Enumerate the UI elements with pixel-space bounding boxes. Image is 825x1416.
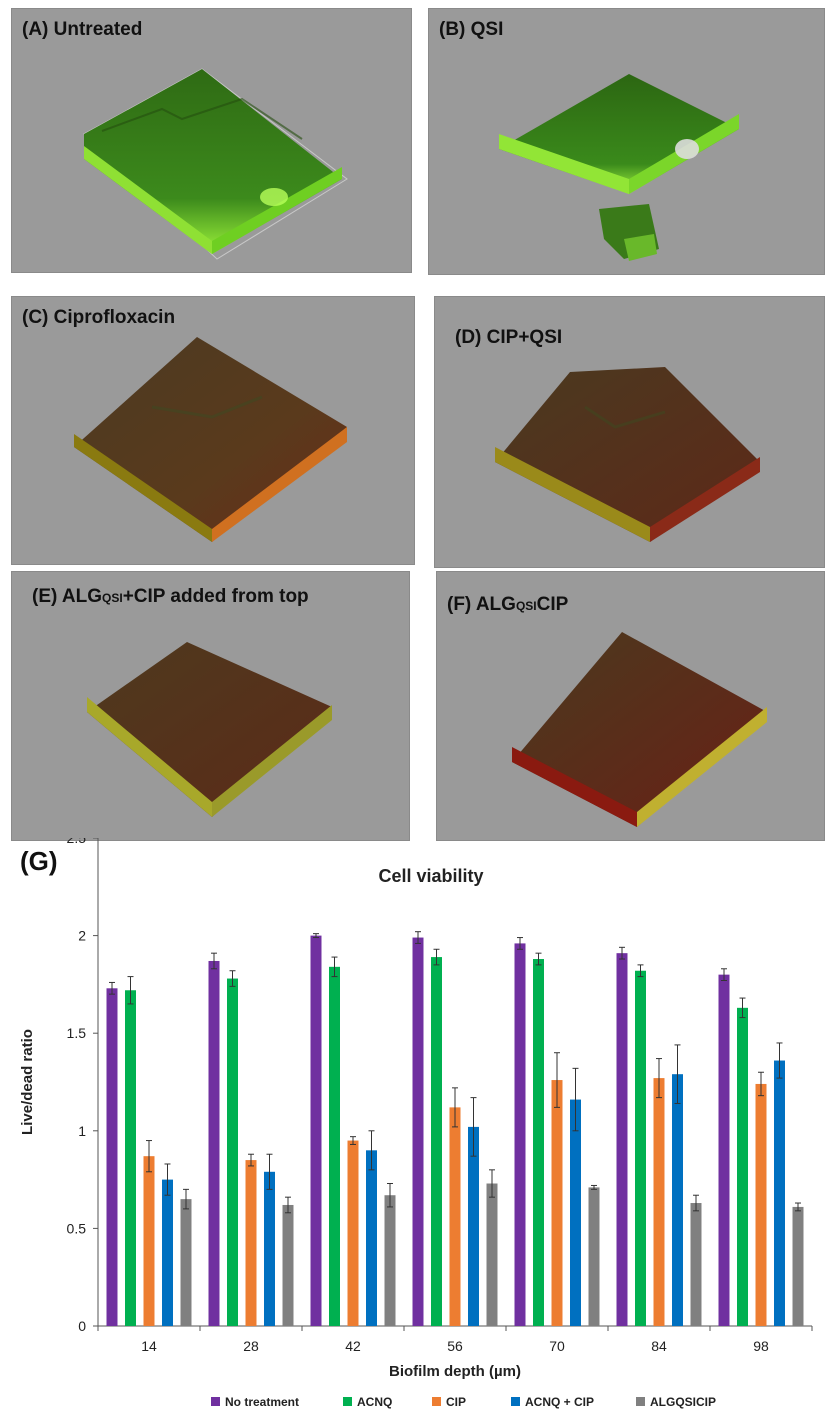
legend-label: ACNQ + CIP bbox=[525, 1395, 594, 1409]
panel-c-render bbox=[74, 337, 347, 542]
panel-d-render bbox=[495, 367, 760, 542]
panel-a-render bbox=[83, 68, 348, 260]
panel-e-label-main: (E) ALG bbox=[32, 586, 103, 607]
bar bbox=[737, 1007, 748, 1326]
cell-viability-chart: Cell viability 0 0.5 1 1.5 2 2.5 Live/dead rati… bbox=[19, 838, 813, 1409]
bar bbox=[347, 1140, 359, 1326]
bar bbox=[468, 1126, 479, 1326]
panel-c-image: (C) Ciprofloxacin bbox=[11, 296, 415, 565]
bar bbox=[486, 1183, 498, 1326]
bar bbox=[143, 1156, 155, 1326]
panel-d-label: (D) CIP+QSI bbox=[455, 327, 563, 348]
x-tick-label: 56 bbox=[447, 1338, 463, 1354]
bar bbox=[533, 959, 544, 1326]
panel-e-label: (E) ALGQSI+CIP added from top bbox=[32, 586, 309, 608]
bar bbox=[570, 1099, 581, 1326]
legend-swatch bbox=[432, 1397, 441, 1406]
bar bbox=[162, 1179, 173, 1326]
panel-f-label: (F) ALGQSICIP bbox=[447, 594, 568, 616]
y-tick-label: 2.5 bbox=[67, 838, 87, 846]
x-tick-label: 28 bbox=[243, 1338, 259, 1354]
bar bbox=[653, 1078, 665, 1326]
y-tick-label: 2 bbox=[78, 928, 86, 944]
y-tick-label: 1 bbox=[78, 1123, 86, 1139]
panel-c-label: (C) Ciprofloxacin bbox=[22, 307, 176, 328]
bar bbox=[310, 935, 322, 1326]
bar bbox=[282, 1204, 294, 1326]
bar bbox=[755, 1083, 767, 1326]
legend-label: ACNQ bbox=[357, 1395, 392, 1409]
bar bbox=[106, 988, 118, 1326]
y-tick-label: 0 bbox=[78, 1318, 86, 1334]
legend-label: No treatment bbox=[225, 1395, 299, 1409]
x-tick-label: 84 bbox=[651, 1338, 667, 1354]
bar bbox=[412, 937, 424, 1326]
panel-e-render bbox=[87, 642, 332, 817]
panel-f-render bbox=[512, 632, 767, 827]
bar bbox=[431, 957, 442, 1326]
bar bbox=[588, 1187, 600, 1326]
panel-b-label: (B) QSI bbox=[439, 19, 504, 40]
panel-d-image: (D) CIP+QSI bbox=[434, 296, 825, 568]
bar bbox=[264, 1171, 275, 1326]
bar bbox=[245, 1160, 257, 1326]
legend-label: ALGQSICIP bbox=[650, 1395, 716, 1409]
x-axis-label: Biofilm depth (µm) bbox=[389, 1363, 521, 1380]
panel-f-label-sub: QSI bbox=[515, 599, 537, 613]
panel-f-label-main: (F) ALG bbox=[447, 594, 516, 615]
panel-a-image: (A) Untreated bbox=[11, 8, 412, 273]
panel-f-image: (F) ALGQSICIP bbox=[436, 571, 825, 841]
bar bbox=[227, 978, 238, 1326]
legend-swatch bbox=[211, 1397, 220, 1406]
legend-swatch bbox=[636, 1397, 645, 1406]
legend-swatch bbox=[511, 1397, 520, 1406]
panel-e-label-sub: QSI bbox=[102, 591, 123, 605]
bar bbox=[449, 1107, 461, 1326]
chart-title: Cell viability bbox=[378, 866, 483, 886]
panel-a-label: (A) Untreated bbox=[22, 19, 143, 40]
bar bbox=[180, 1199, 192, 1326]
y-axis-label: Live/dead ratio bbox=[19, 1029, 36, 1135]
bar bbox=[792, 1206, 804, 1326]
y-tick-label: 0.5 bbox=[67, 1220, 87, 1236]
bar bbox=[616, 953, 628, 1326]
bar bbox=[690, 1203, 702, 1326]
bar bbox=[384, 1195, 396, 1326]
bar bbox=[329, 966, 340, 1326]
panel-b-image: (B) QSI bbox=[428, 8, 825, 275]
panel-b-render bbox=[499, 74, 739, 261]
bar bbox=[635, 970, 646, 1326]
y-tick-label: 1.5 bbox=[67, 1025, 87, 1041]
bar bbox=[514, 943, 526, 1326]
legend-swatch bbox=[343, 1397, 352, 1406]
bar bbox=[718, 974, 730, 1326]
bar bbox=[208, 960, 220, 1326]
panel-f-label-tail: CIP bbox=[536, 594, 569, 615]
legend-label: CIP bbox=[446, 1395, 466, 1409]
bar bbox=[774, 1060, 785, 1326]
panel-e-label-tail: +CIP added from top bbox=[122, 586, 309, 607]
x-tick-label: 70 bbox=[549, 1338, 565, 1354]
panel-g-label: (G) bbox=[20, 846, 58, 876]
bar bbox=[672, 1074, 683, 1326]
x-tick-label: 42 bbox=[345, 1338, 361, 1354]
bar bbox=[551, 1080, 563, 1326]
bar bbox=[366, 1150, 377, 1326]
x-tick-label: 98 bbox=[753, 1338, 769, 1354]
panel-e-image: (E) ALGQSI+CIP added from top bbox=[11, 571, 410, 841]
x-tick-label: 14 bbox=[141, 1338, 157, 1354]
bar bbox=[125, 990, 136, 1326]
